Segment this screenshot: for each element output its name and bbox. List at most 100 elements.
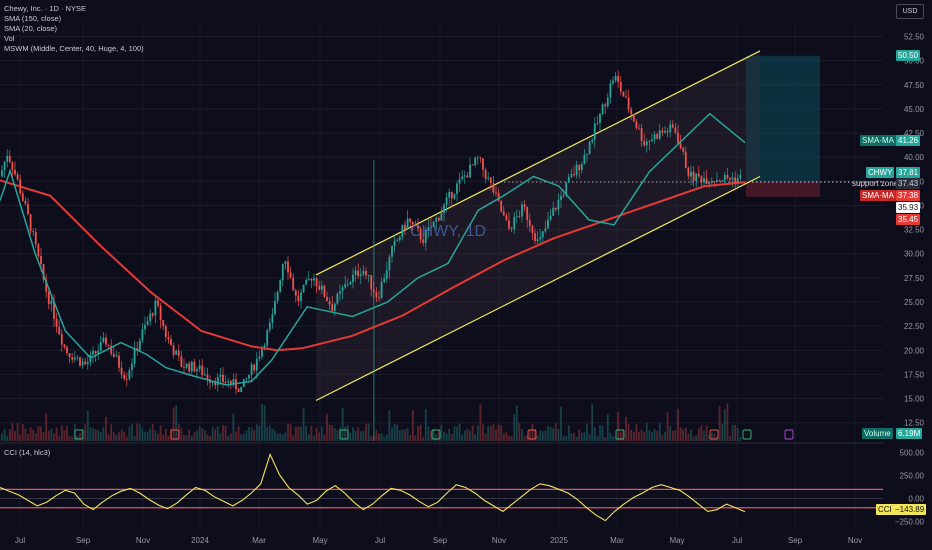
volume-bar [708,434,711,441]
volume-bar [697,428,700,441]
candle-body [237,389,240,393]
volume-bar [68,435,71,441]
candle-body [593,123,596,140]
candle-body [450,191,453,199]
candle-body [562,194,565,196]
volume-bar [521,429,523,441]
stop-zone [746,181,820,197]
candle-body [196,369,198,372]
legend-mswm[interactable]: MSWM (Middle, Center, 40, Huge, 4, 100) [4,44,144,53]
volume-bar [664,431,666,441]
candle-body [549,215,552,220]
candle-body [731,177,734,180]
candle-body [619,82,622,92]
candle-body [580,163,583,171]
earnings-marker [170,429,180,440]
candle-body [528,220,531,227]
volume-bar [11,423,14,441]
candle-body [136,348,139,351]
volume-bar [557,428,560,441]
volume-bar [508,435,510,441]
volume-bar [479,404,482,441]
candle-body [383,278,386,283]
candle-body [718,180,721,182]
volume-bar [99,431,102,441]
cci-axis[interactable]: 500.00 250.00 0.00 −250.00 [895,449,925,527]
candle-body [214,381,217,386]
candle-body [107,344,110,346]
volume-bar [703,430,705,441]
legend-symbol[interactable]: Chewy, Inc. · 1D · NYSE [4,4,86,13]
time-axis[interactable]: Jul Sep Nov 2024 Mar May Jul Sep Nov 2025 Mar May Ju… [15,536,862,545]
volume-bar [409,435,412,441]
earnings-marker [742,429,752,440]
volume-bar [370,436,373,441]
volume-bar [242,433,245,441]
candle-body [565,182,568,195]
volume-bar [596,435,599,441]
volume-bar [393,424,396,441]
volume-bar [515,405,518,441]
volume-bar [718,406,721,441]
y-tick-label: 22.50 [904,322,925,331]
volume-bar [8,429,11,441]
candle-body [526,206,529,221]
candle-body [271,314,274,323]
cci-line [0,452,746,522]
volume-bar [391,427,393,441]
candle-body [180,356,183,367]
volume-bar [261,404,263,441]
cci-legend[interactable]: CCI (14, hlc3) [4,448,51,457]
volume-bar [1,433,3,441]
volume-bar [666,412,669,441]
volume-bar [378,433,380,441]
y-tick-label: 17.50 [904,370,925,379]
volume-bar [651,432,653,441]
volume-bar [404,429,406,441]
x-tick-label: Jul [15,536,25,545]
currency-button[interactable]: USD [896,4,924,19]
sma-ma-top-label: SMA·MA [860,135,896,146]
volume-bar [622,430,625,441]
volume-bar [107,434,110,441]
sma-ma-bottom-label: SMA·MA [860,190,896,201]
volume-bar [250,427,253,441]
candle-body [492,182,495,193]
y-tick-label: 47.50 [904,81,925,90]
chwy-price-tag: 37.81 [896,167,921,178]
chwy-label: CHWY [866,167,895,178]
candle-body [632,114,635,122]
candle-body [398,236,401,240]
volume-bar [84,424,87,441]
candle-body [653,134,656,140]
candle-body [640,128,643,142]
sma-ma-top-value: 41.26 [896,135,921,146]
volume-bar [45,413,48,441]
target-zone [746,55,820,182]
legend-sma20[interactable]: SMA (20, close) [4,24,57,33]
y-tick-label: 40.00 [904,153,925,162]
volume-bar [268,425,271,441]
candle-body [206,374,209,380]
volume-bar [671,430,674,441]
candle-body [331,304,334,311]
candle-body [648,141,651,142]
volume-bar [450,433,453,441]
candle-body [573,174,575,176]
candle-body [128,370,131,380]
volume-bar [136,423,139,441]
legend-volume[interactable]: Vol [4,34,15,43]
cci-tick-label: 0.00 [908,495,924,504]
candle-body [658,130,661,139]
y-tick-label: 12.50 [904,419,925,428]
candle-body [198,365,201,370]
legend-sma150[interactable]: SMA (150, close) [4,14,62,23]
volume-bar [128,426,131,441]
candle-body [227,380,230,383]
volume-bar [141,428,144,441]
candle-body [656,134,659,139]
candle-body [105,337,107,345]
candle-body [378,297,380,299]
candle-body [289,272,292,278]
